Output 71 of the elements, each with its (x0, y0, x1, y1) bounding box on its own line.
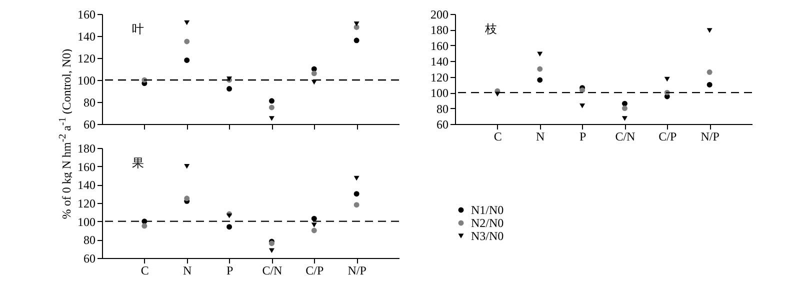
y-tick-label: 160 (78, 8, 96, 22)
y-tick-label: 160 (430, 38, 448, 53)
point (268, 98, 274, 104)
point (268, 248, 274, 254)
y-tick-label: 80 (84, 96, 96, 110)
point (268, 104, 274, 110)
x-tick-label: N (183, 264, 192, 278)
point (184, 164, 190, 169)
y-tick-label: 200 (430, 8, 448, 22)
point (537, 77, 543, 83)
point (142, 223, 148, 229)
y-tick-label: 120 (78, 196, 96, 210)
point (184, 196, 190, 202)
point (311, 222, 317, 228)
y-tick-label: 100 (78, 214, 96, 229)
legend-label: N2/N0 (471, 216, 504, 230)
point (354, 202, 360, 208)
y-tick-label: 140 (430, 54, 448, 69)
point (537, 66, 543, 72)
y-tick-label: 100 (430, 86, 448, 100)
point (184, 38, 190, 44)
point (706, 82, 712, 88)
x-tick-label: C/P (658, 130, 677, 144)
point (354, 176, 360, 181)
point (622, 106, 628, 112)
point (311, 228, 317, 234)
point (622, 116, 628, 121)
text: 叶 (132, 22, 144, 36)
x-tick-label: C (140, 264, 149, 278)
x-tick-label: P (226, 264, 234, 278)
point (537, 52, 543, 56)
point (354, 24, 360, 30)
point (311, 70, 317, 76)
point (622, 100, 628, 106)
y-tick-label: 180 (430, 23, 448, 38)
point (664, 76, 670, 82)
x-tick-label: C (494, 130, 502, 144)
point (184, 57, 190, 63)
y-tick-label: 140 (78, 178, 96, 192)
x-tick-label: P (579, 130, 586, 144)
point (580, 104, 586, 108)
text: 枝 (484, 22, 497, 36)
point (706, 28, 712, 33)
point (354, 22, 360, 26)
y-tick-label: 100 (78, 74, 96, 88)
y-tick-label: 80 (84, 233, 96, 248)
point (354, 38, 360, 44)
x-tick-label: N/P (348, 264, 367, 278)
x-tick-label: N/P (700, 130, 720, 144)
x-tick-label: C/N (262, 264, 283, 278)
y-tick-label: 160 (78, 160, 96, 174)
y-tick-label: 180 (78, 142, 96, 156)
legend-label: N1/N0 (471, 203, 504, 217)
y-tick-label: 120 (78, 52, 96, 66)
y-tick-label: 80 (436, 102, 448, 116)
x-tick-label: C/N (615, 130, 636, 144)
y-tick-label: 60 (84, 118, 96, 132)
point (226, 224, 232, 230)
y-tick-label: 60 (84, 252, 96, 266)
text: 果 (132, 156, 144, 170)
legend-label: N3/N0 (471, 229, 504, 243)
x-tick-label: N (536, 130, 546, 144)
point (706, 69, 712, 75)
point (184, 20, 190, 26)
y-tick-label: 60 (436, 118, 448, 132)
point (354, 191, 360, 197)
x-tick-label: C/P (306, 264, 324, 278)
point (268, 116, 274, 121)
y-tick-label: 140 (78, 30, 96, 44)
y-tick-label: 120 (430, 70, 448, 84)
point (226, 86, 232, 92)
